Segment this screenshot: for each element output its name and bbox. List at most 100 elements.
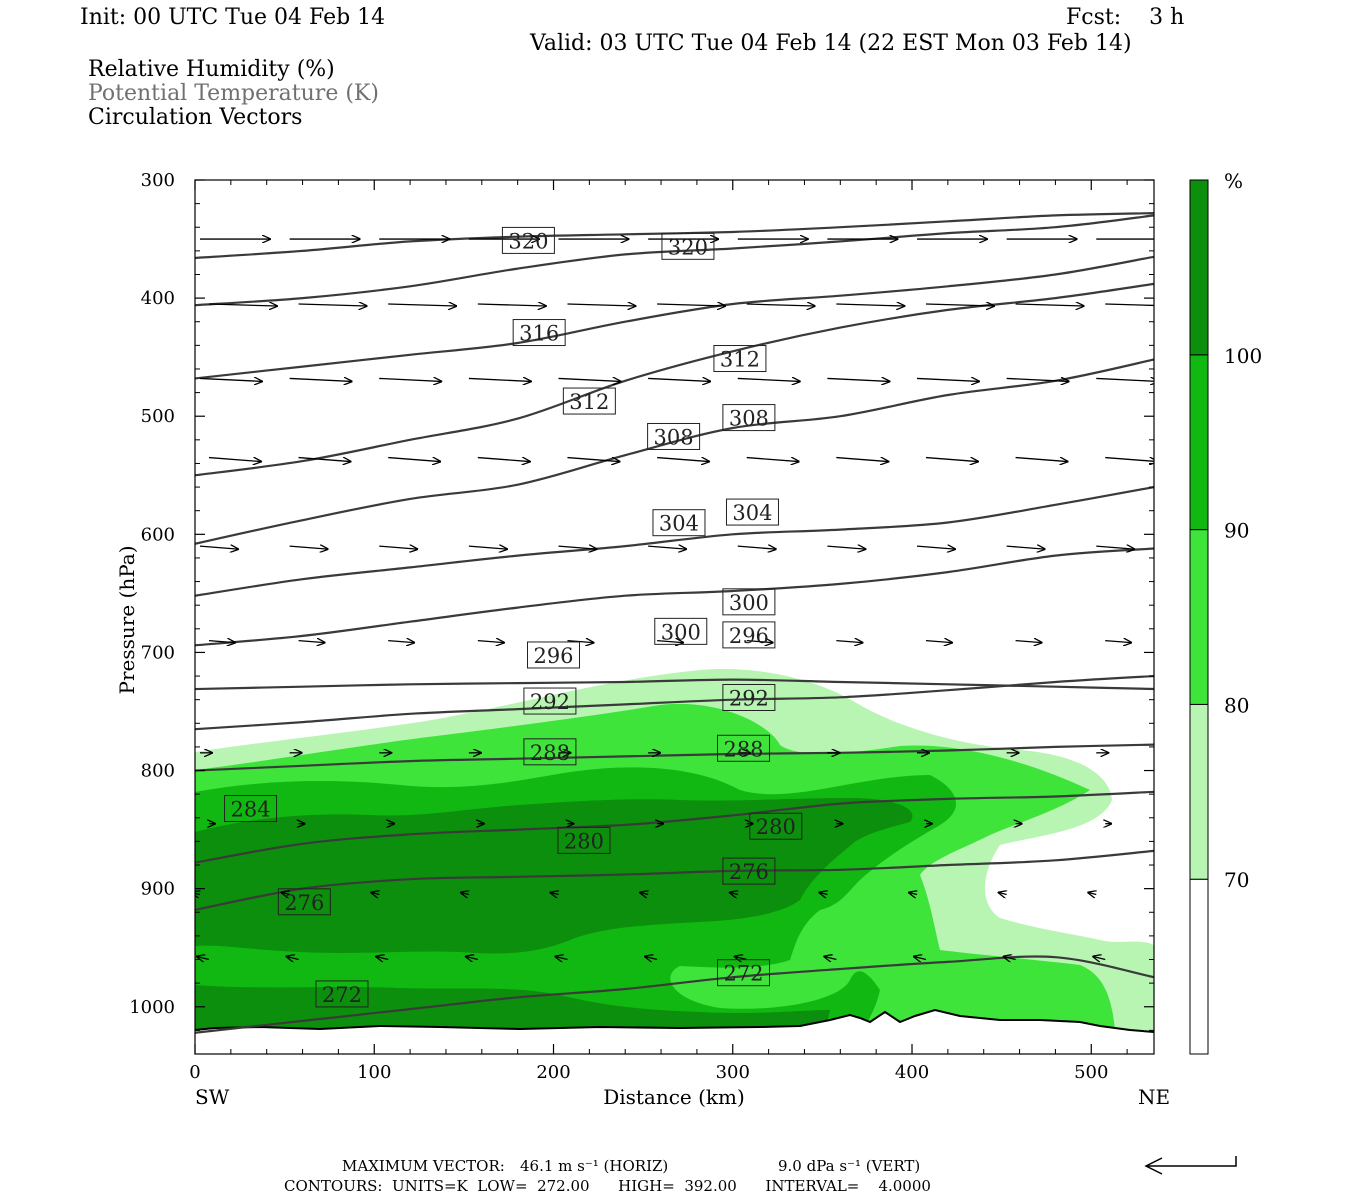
theta-contour-296	[195, 547, 1154, 647]
theta-contour-label: 312	[569, 390, 609, 414]
circulation-vector	[567, 641, 593, 643]
circulation-vector	[282, 893, 290, 895]
theta-contour-label-box	[722, 857, 776, 885]
circulation-vector	[199, 546, 238, 549]
circulation-vector	[298, 456, 351, 462]
theta-contour-label: 320	[668, 235, 708, 259]
y-tick-label: 300	[141, 170, 175, 191]
x-tick-label: 500	[1074, 1062, 1108, 1083]
circulation-vector	[371, 893, 379, 895]
x-end-label-ne: NE	[1138, 1085, 1170, 1109]
y-tick-label: 400	[141, 288, 175, 309]
theta-contour-label: 280	[564, 829, 604, 853]
circulation-vector	[1015, 641, 1042, 643]
theta-contour-label: 292	[530, 690, 570, 714]
theta-contour-label-box	[654, 617, 708, 645]
circulation-vector	[1006, 378, 1069, 381]
circulation-vector	[657, 641, 683, 643]
theta-contour-label-box	[527, 641, 581, 669]
theta-contour-label-box	[749, 812, 803, 840]
circulation-vector	[824, 957, 837, 960]
init-time: Init: 00 UTC Tue 04 Feb 14	[80, 5, 386, 30]
circulation-vector	[195, 893, 200, 895]
circulation-vector	[1105, 641, 1131, 643]
circulation-vector	[567, 456, 619, 462]
circulation-vector	[925, 641, 952, 643]
plot-frame	[194, 179, 1155, 1055]
circulation-vector	[555, 957, 568, 960]
y-tick-label: 900	[141, 879, 175, 900]
theta-contour-292	[195, 678, 1154, 691]
circulation-vector	[836, 456, 888, 462]
y-tick-label: 500	[141, 406, 175, 427]
theta-contour-label: 272	[723, 962, 763, 986]
theta-contour-label: 276	[284, 891, 324, 915]
circulation-vector	[379, 546, 417, 549]
circulation-vector	[1105, 456, 1154, 462]
circulation-vector	[827, 378, 889, 381]
x-tick-label: 300	[716, 1062, 750, 1083]
circulation-vector	[1096, 378, 1154, 381]
field-vectors: Circulation Vectors	[88, 105, 303, 130]
theta-contour-label: 288	[530, 741, 570, 765]
theta-contour-label: 272	[322, 983, 362, 1007]
circulation-vector	[657, 304, 725, 306]
theta-contour-label-box	[722, 683, 776, 711]
theta-contour-label: 316	[519, 322, 559, 346]
circulation-vector	[388, 304, 456, 306]
theta-contour-label: 308	[654, 425, 694, 449]
circulation-vector	[914, 957, 927, 960]
colorbar-level-label: 90	[1224, 519, 1249, 543]
circulation-vector	[199, 378, 262, 381]
circulation-vector	[737, 546, 776, 549]
theta-contour-label-box	[315, 980, 369, 1008]
theta-contour-label: 300	[661, 620, 701, 644]
theta-contour-label-box	[722, 588, 776, 616]
x-end-label-sw: SW	[195, 1085, 230, 1109]
theta-contour-label: 280	[756, 815, 796, 839]
x-axis: 0 100 200 300 400 500	[189, 180, 1128, 1083]
theta-contour-label-box	[562, 387, 616, 415]
circulation-vector	[477, 304, 546, 306]
theta-contour-label-box	[647, 422, 701, 450]
circulation-vector	[289, 546, 328, 549]
colorbar-level-label: 70	[1224, 868, 1249, 892]
circulation-vector	[551, 893, 559, 895]
circulation-vector	[1015, 456, 1068, 462]
terrain-line	[194, 1008, 1155, 1033]
circulation-vector	[558, 378, 621, 381]
theta-contour-284	[195, 743, 1154, 772]
x-axis-label: Distance (km)	[603, 1085, 745, 1109]
circulation-vector	[477, 456, 530, 462]
circulation-vector	[925, 304, 994, 306]
x-tick-label: 200	[536, 1062, 570, 1083]
circulation-vector	[746, 456, 799, 462]
circulation-vector	[916, 378, 979, 381]
theta-contour-label: 296	[729, 624, 769, 648]
theta-contour-276	[195, 849, 1154, 911]
theta-contour-label: 296	[533, 644, 573, 668]
circulation-vector	[819, 893, 827, 895]
circulation-vectors	[195, 239, 1154, 960]
circulation-vector	[1096, 546, 1134, 549]
theta-contour-312	[195, 255, 1154, 380]
circulation-vector	[208, 304, 277, 306]
circulation-vector	[289, 378, 352, 381]
circulation-vector	[730, 893, 738, 895]
circulation-vector	[645, 957, 658, 960]
theta-contour-label: 304	[732, 501, 772, 525]
circulation-vector	[379, 378, 441, 381]
theta-contour-label-box	[277, 888, 331, 916]
y-tick-label: 700	[141, 642, 175, 663]
x-tick-label: 100	[357, 1062, 391, 1083]
theta-contour-label: 284	[231, 798, 271, 822]
colorbar-segment	[1189, 354, 1209, 531]
theta-contour-label-box	[722, 621, 776, 649]
circulation-vector	[640, 893, 648, 895]
theta-contour-label-box	[557, 826, 611, 854]
circulation-vector	[208, 641, 235, 643]
colorbar-segment	[1189, 703, 1209, 880]
max-vector-horiz: 46.1 m s⁻¹ (HORIZ)	[520, 1157, 669, 1175]
y-tick-label: 1000	[129, 997, 175, 1018]
